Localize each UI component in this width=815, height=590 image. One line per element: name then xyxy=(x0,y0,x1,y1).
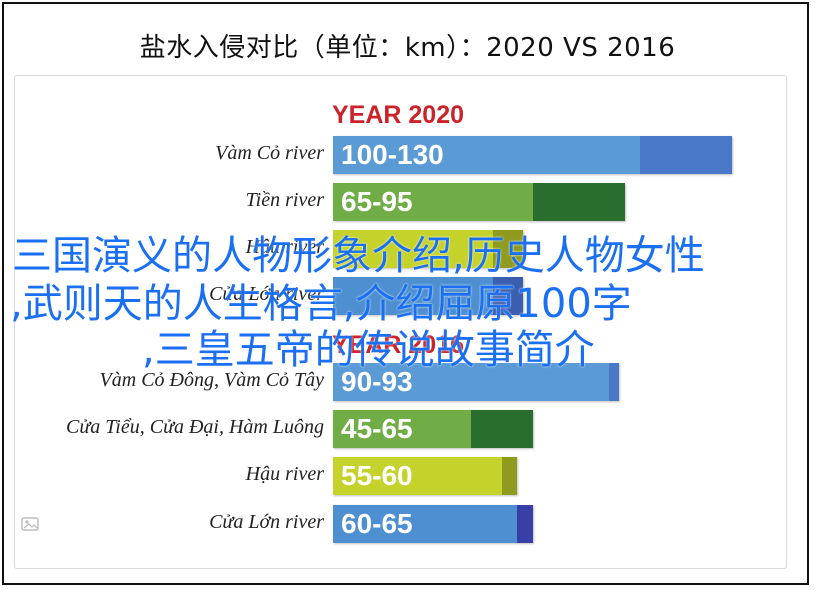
overlay-text-line-2: ,武则天的人生格言,介绍屈原100字 xyxy=(10,281,632,327)
overlay-text-line-1: 三国演义的人物形象介绍,历史人物女性 xyxy=(12,233,705,279)
bar-segment-min xyxy=(333,183,533,221)
bar-segment-range xyxy=(532,183,625,221)
bar: 65-95 xyxy=(333,183,625,221)
overlay-text-line-3: ,三皇五帝的传说故事简介 xyxy=(142,327,595,373)
image-icon xyxy=(21,517,39,531)
bar-segment-range xyxy=(471,410,533,448)
group-title-2020: YEAR 2020 xyxy=(332,101,465,129)
bar-value-label: 100-130 xyxy=(341,139,444,170)
bar-segment-min xyxy=(333,230,493,268)
bar-value-label: 65-95 xyxy=(341,186,413,217)
row-label: Cửa Tiểu, Cửa Đại, Hàm Luông xyxy=(66,416,324,438)
row-label: Vàm Cỏ Đông, Vàm Cỏ Tây xyxy=(99,369,324,391)
bar-value-label: 45-65 xyxy=(341,413,413,444)
bar-segment-range xyxy=(517,505,533,543)
bar xyxy=(333,277,524,315)
bar-segment-min xyxy=(333,505,518,543)
group-title-2016: YEAR 2016 xyxy=(332,331,465,359)
bar-segment-min xyxy=(333,136,640,174)
bar xyxy=(333,230,524,268)
bar: 90-93 xyxy=(333,363,619,401)
bar: 100-130 xyxy=(333,136,733,174)
bar: 60-65 xyxy=(333,505,533,543)
row-label: Hậu river xyxy=(245,463,324,485)
bar-value-label: 60-65 xyxy=(341,508,413,539)
row-label: Cửa Lớn river xyxy=(209,511,324,533)
row-label: Tiền river xyxy=(245,189,324,211)
bar-segment-range xyxy=(492,277,524,315)
bar-value-label: 55-60 xyxy=(341,460,413,491)
bar-segment-min xyxy=(333,457,502,495)
row-label: Cửa Lớn river xyxy=(209,283,324,305)
bar-segment-range xyxy=(609,363,619,401)
bar-segment-min xyxy=(333,410,472,448)
bar-value-label: 90-93 xyxy=(341,366,413,397)
bar: 45-65 xyxy=(333,410,533,448)
bar-segment-range xyxy=(501,457,518,495)
bar: 55-60 xyxy=(333,457,518,495)
bar-segment-range xyxy=(492,230,524,268)
row-label: Hậu river xyxy=(245,236,324,258)
page-title: 盐水入侵对比（单位：km）：2020 VS 2016 xyxy=(139,33,676,63)
bar-segment-min xyxy=(333,277,493,315)
bar-segment-range xyxy=(640,136,733,174)
bar-segment-min xyxy=(333,363,610,401)
row-label: Vàm Cỏ river xyxy=(215,142,324,164)
